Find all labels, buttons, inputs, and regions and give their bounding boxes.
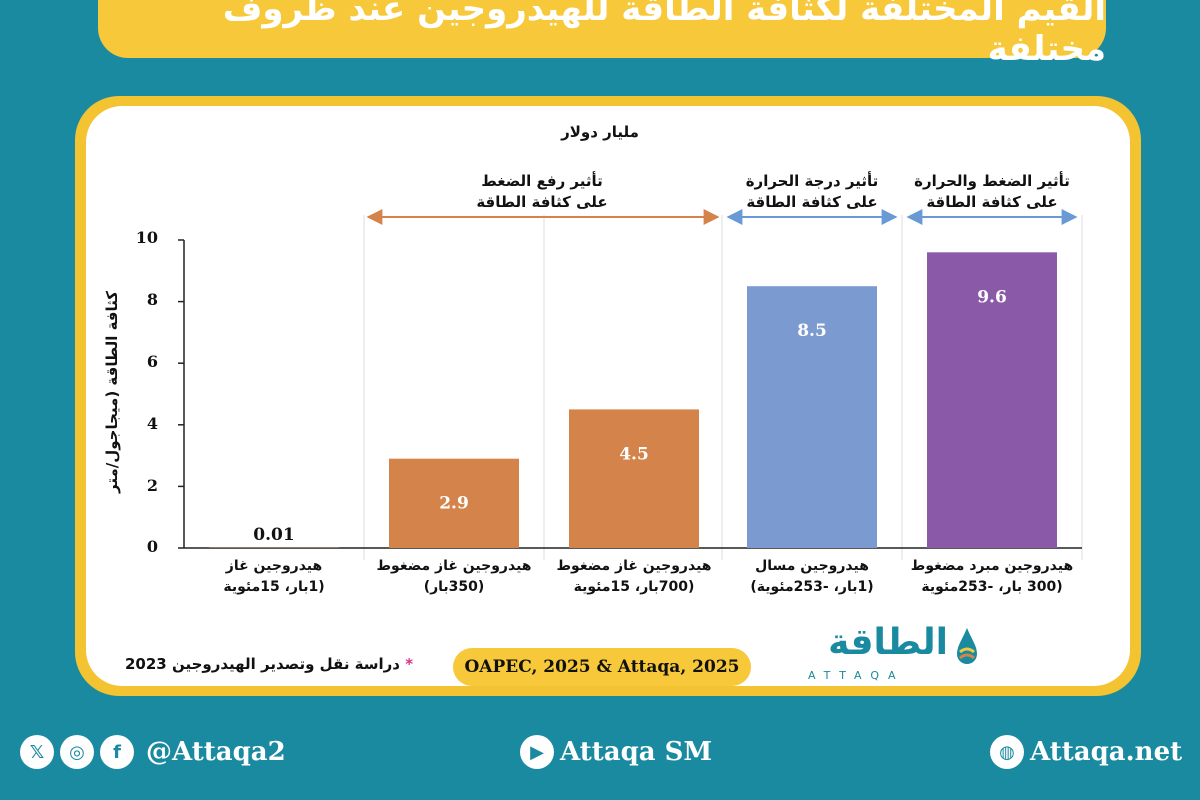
category-label-5: هيدروجين مبرد مضغوط (300 بار، -253مئوية	[910, 558, 1074, 595]
y-tick-10: 10	[135, 228, 158, 247]
y-tick-2: 2	[146, 476, 158, 495]
bar-value-label-1: 0.01	[253, 525, 294, 545]
source-badge: OAPEC, 2025 & Attaqa, 2025	[453, 648, 751, 686]
group-label-pressure-temperature: تأثير الضغط والحرارة على كثافة الطاقة	[914, 172, 1070, 211]
group-label-pressure: تأثير رفع الضغط على كثافة الطاقة	[476, 172, 608, 211]
title-banner: القيم المختلفة لكثافة الطاقة للهيدروجين …	[98, 0, 1106, 69]
instagram-icon[interactable]: ◎	[60, 735, 94, 769]
bar-value-label-4: 8.5	[797, 321, 827, 341]
category-label-3: هيدروجين غاز مضغوط (700بار، 15مئوية	[556, 558, 712, 595]
bar-5	[927, 252, 1057, 548]
bar-2	[389, 458, 519, 548]
footer-youtube: ▶ Attaqa SM	[520, 732, 712, 772]
unit-label: مليار دولار	[561, 123, 639, 141]
youtube-handle[interactable]: Attaqa SM	[560, 737, 713, 767]
bar-4	[747, 286, 877, 548]
group-label-temperature: تأثير درجة الحرارة على كثافة الطاقة	[745, 172, 879, 211]
bar-3	[569, 409, 699, 548]
globe-icon[interactable]: ◍	[990, 735, 1024, 769]
y-tick-6: 6	[146, 352, 158, 371]
footnote: * دراسة نقل وتصدير الهيدروجين 2023	[125, 655, 414, 673]
category-label-2: هيدروجين غاز مضغوط (350بار)	[376, 558, 532, 595]
attaqa-logo: الطاقة ATTAQA	[808, 622, 988, 682]
x-icon[interactable]: 𝕏	[20, 735, 54, 769]
y-tick-8: 8	[146, 290, 158, 309]
category-label-1: هيدروجين غاز (1بار، 15مئوية	[223, 558, 325, 595]
bar-value-label-5: 9.6	[977, 287, 1007, 307]
y-tick-4: 4	[146, 414, 158, 433]
category-label-4: هيدروجين مسال (1بار، -253مئوية)	[750, 558, 874, 595]
y-tick-0: 0	[146, 537, 158, 556]
footer-social: 𝕏 ◎ f @Attaqa2	[20, 732, 286, 772]
bar-value-label-3: 4.5	[619, 444, 649, 464]
chart-title: القيم المختلفة لكثافة الطاقة للهيدروجين …	[222, 0, 1106, 69]
bar-value-label-2: 2.9	[439, 494, 469, 514]
footer-website: ◍ Attaqa.net	[990, 732, 1182, 772]
youtube-icon[interactable]: ▶	[520, 735, 554, 769]
website-link[interactable]: Attaqa.net	[1030, 737, 1183, 767]
drop-icon	[957, 628, 977, 664]
social-handle[interactable]: @Attaqa2	[146, 737, 286, 767]
facebook-icon[interactable]: f	[100, 735, 134, 769]
